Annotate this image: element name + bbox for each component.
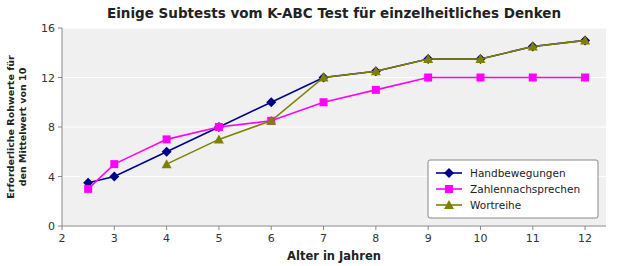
- series-marker: [371, 66, 381, 75]
- chart: 0 4 8 12 16 2 3 4 5 6 7 8 9 10 11 12 Einige Subtests vom…: [0, 0, 618, 266]
- legend-marker: [444, 200, 454, 209]
- y-tick-label: 0: [48, 220, 55, 233]
- plot-background: [62, 28, 606, 226]
- grid-line: [62, 226, 606, 227]
- y-axis: [62, 28, 63, 226]
- x-tick-label: 6: [268, 232, 275, 245]
- x-tick: [375, 226, 376, 230]
- x-tick-label: 12: [578, 232, 592, 245]
- series-marker: [580, 35, 590, 44]
- series-marker: [529, 74, 537, 82]
- series-marker: [372, 86, 380, 94]
- x-tick: [585, 226, 586, 230]
- series-marker: [581, 74, 589, 82]
- series-marker: [424, 74, 432, 82]
- grid-line: [62, 127, 606, 128]
- y-tick: [58, 176, 62, 177]
- series-marker: [214, 122, 224, 132]
- y-tick-label: 12: [41, 72, 55, 85]
- series-marker: [110, 160, 118, 168]
- x-tick-label: 8: [372, 232, 379, 245]
- grid-line: [62, 28, 606, 29]
- x-tick: [166, 226, 167, 230]
- y-tick: [58, 226, 62, 227]
- x-tick: [114, 226, 115, 230]
- y-tick-label: 8: [48, 121, 55, 134]
- series-marker: [214, 134, 224, 143]
- y-tick-label: 16: [41, 22, 55, 35]
- y-axis-label-line: Erforderliche Rohwerte für: [5, 55, 16, 199]
- series-marker: [476, 74, 484, 82]
- series-marker: [475, 54, 485, 63]
- legend-marker: [444, 168, 454, 178]
- x-tick: [532, 226, 533, 230]
- y-tick-label: 4: [48, 171, 55, 184]
- legend: Handbewegungen Zahlennachsprechen Wortreih…: [428, 160, 598, 218]
- x-tick: [62, 226, 63, 230]
- legend-box: [428, 160, 598, 218]
- x-tick-label: 3: [111, 232, 118, 245]
- x-tick: [428, 226, 429, 230]
- series-group: [83, 35, 590, 193]
- x-tick-label: 7: [320, 232, 327, 245]
- series-marker: [320, 98, 328, 106]
- series-marker: [423, 54, 433, 63]
- series-marker: [319, 73, 329, 82]
- x-tick: [271, 226, 272, 230]
- y-tick: [58, 127, 62, 128]
- x-axis-label: Alter in Jahren: [287, 249, 381, 263]
- legend-label: Zahlennachsprechen: [470, 183, 580, 195]
- series-marker: [84, 185, 92, 193]
- series-line: [88, 78, 585, 189]
- y-tick: [58, 77, 62, 78]
- y-axis-label-line: den Mittelwert von 10: [17, 67, 28, 186]
- title: Einige Subtests vom K-ABC Test für einze…: [107, 5, 561, 21]
- x-tick-label: 9: [425, 232, 432, 245]
- series-marker: [163, 135, 171, 143]
- series-marker: [215, 123, 223, 131]
- x-tick: [323, 226, 324, 230]
- legend-marker: [445, 185, 453, 193]
- series-marker: [162, 159, 172, 168]
- y-tick: [58, 28, 62, 29]
- y-axis-label: Erforderliche Rohwerte fürden Mittelwert…: [5, 55, 28, 199]
- x-tick-label: 2: [59, 232, 66, 245]
- series-marker: [162, 147, 172, 157]
- x-tick-label: 11: [526, 232, 540, 245]
- series-line: [167, 40, 585, 164]
- series-marker: [528, 42, 538, 51]
- legend-label: Handbewegungen: [470, 167, 566, 179]
- x-axis: [62, 226, 606, 227]
- series-marker: [109, 172, 119, 182]
- x-tick-label: 5: [215, 232, 222, 245]
- x-tick-label: 4: [163, 232, 170, 245]
- x-tick: [480, 226, 481, 230]
- x-tick: [218, 226, 219, 230]
- series-marker: [266, 97, 276, 107]
- legend-label: Wortreihe: [470, 199, 521, 211]
- series-marker: [266, 116, 276, 125]
- x-tick-label: 10: [473, 232, 487, 245]
